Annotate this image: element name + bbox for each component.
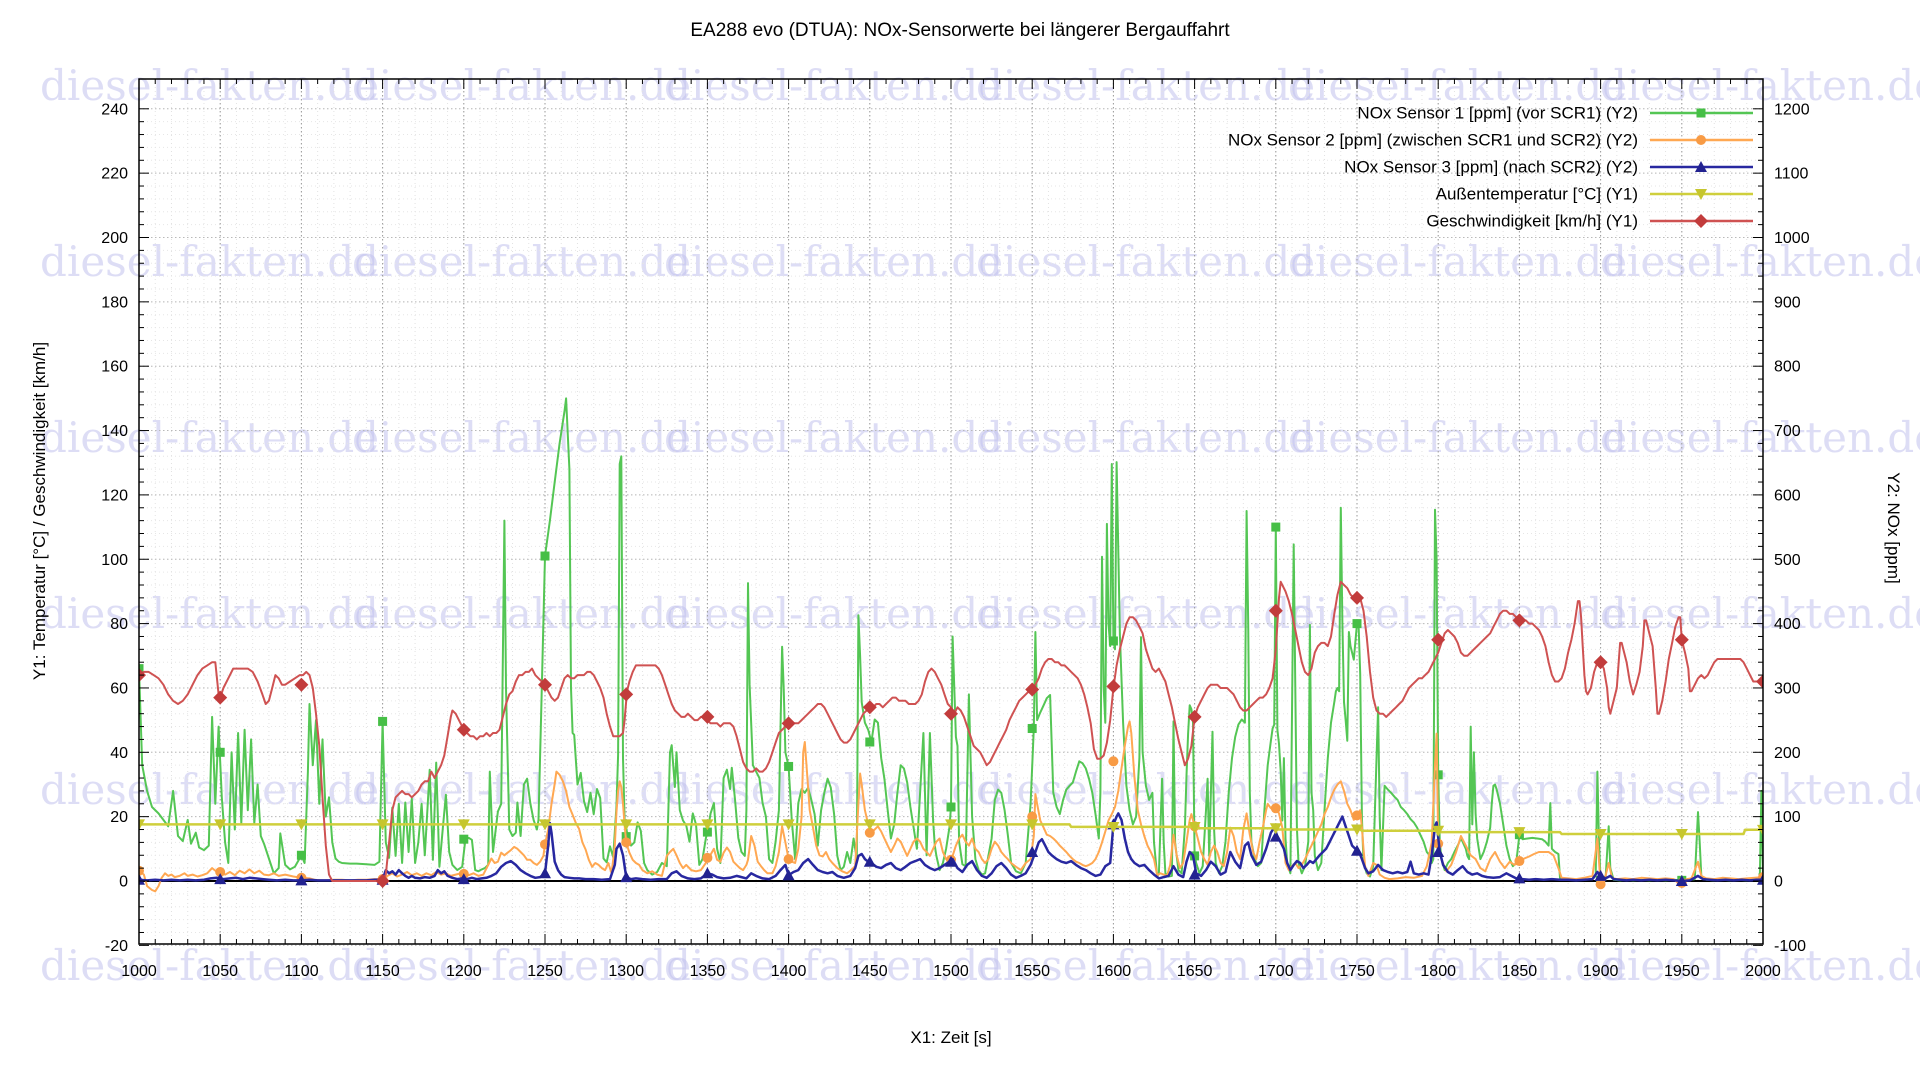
y1-tick-label: 20	[110, 809, 128, 826]
watermark-text: diesel-fakten.de	[1288, 413, 1627, 462]
legend-label-nox3: NOx Sensor 3 [ppm] (nach SCR2) (Y2)	[1344, 158, 1638, 177]
y2-tick-label: 300	[1774, 680, 1801, 697]
watermark-text: diesel-fakten.de	[40, 589, 379, 638]
legend-label-speed: Geschwindigkeit [km/h] (Y1)	[1426, 212, 1638, 231]
watermark-text: diesel-fakten.de	[1600, 413, 1920, 462]
watermark-text: diesel-fakten.de	[664, 413, 1003, 462]
x-tick-label: 1150	[365, 963, 400, 980]
y2-tick-label: 1100	[1774, 166, 1809, 183]
series-temp	[139, 819, 1763, 841]
y1-tick-label: 60	[110, 680, 128, 697]
y1-tick-label: 100	[101, 552, 128, 569]
watermark-text: diesel-fakten.de	[1600, 589, 1920, 638]
plot-border	[138, 78, 1764, 946]
tick-labels: 1000 1050 1100 1150 1200 1250 1300 1350 1400 1450…	[101, 101, 1809, 980]
watermark-text: diesel-fakten.de	[1600, 237, 1920, 286]
legend-label-nox2: NOx Sensor 2 [ppm] (zwischen SCR1 und SC…	[1228, 131, 1638, 150]
y1-axis-label: Y1: Temperatur [°C] / Geschwindigkeit [k…	[30, 341, 49, 681]
watermark-text: diesel-fakten.de	[976, 589, 1315, 638]
y1-tick-label: 80	[110, 616, 128, 633]
x-tick-label: 1300	[608, 963, 644, 980]
watermark-text: diesel-fakten.de	[352, 941, 691, 990]
watermark-text: diesel-fakten.de	[664, 61, 1003, 110]
y1-tick-label: 120	[101, 487, 128, 504]
y2-tick-label: 500	[1774, 552, 1801, 569]
watermark-text: diesel-fakten.de	[352, 237, 691, 286]
watermark-text: diesel-fakten.de	[976, 941, 1315, 990]
legend-label-temp: Außentemperatur [°C] (Y1)	[1436, 185, 1638, 204]
y1-tick-label: 160	[101, 359, 128, 376]
x-tick-label: 1100	[284, 963, 319, 980]
x-tick-label: 2000	[1745, 963, 1781, 980]
watermark-text: diesel-fakten.de	[976, 413, 1315, 462]
x-tick-label: 1700	[1258, 963, 1294, 980]
watermark-text: diesel-fakten.de	[976, 237, 1315, 286]
watermark-text: diesel-fakten.de	[1288, 237, 1627, 286]
watermark-text: diesel-fakten.de	[352, 413, 691, 462]
x-tick-label: 1050	[202, 963, 238, 980]
x-axis-label: X1: Zeit [s]	[910, 1028, 992, 1047]
y2-tick-label: 0	[1774, 874, 1783, 891]
x-tick-label: 1200	[446, 963, 482, 980]
y1-tick-label: 220	[101, 166, 128, 183]
watermark-text: diesel-fakten.de	[1600, 941, 1920, 990]
y2-tick-label: 400	[1774, 616, 1801, 633]
legend: NOx Sensor 1 [ppm] (vor SCR1) (Y2) NOx Se…	[1228, 104, 1753, 231]
x-tick-label: 1000	[121, 963, 157, 980]
x-tick-label: 1850	[1502, 963, 1538, 980]
y2-tick-label: 700	[1774, 423, 1801, 440]
watermark-text: diesel-fakten.de	[40, 941, 379, 990]
watermark-text: diesel-fakten.de	[664, 589, 1003, 638]
watermark-text: diesel-fakten.de	[1288, 61, 1627, 110]
watermark-text: diesel-fakten.de	[352, 61, 691, 110]
y2-tick-label: 200	[1774, 745, 1801, 762]
watermark-text: diesel-fakten.de	[40, 237, 379, 286]
watermark-text: diesel-fakten.de	[1600, 61, 1920, 110]
watermark-text: diesel-fakten.de	[352, 589, 691, 638]
watermark-text: diesel-fakten.de	[1600, 765, 1920, 814]
chart-title: EA288 evo (DTUA): NOx-Sensorwerte bei lä…	[690, 20, 1230, 41]
x-tick-label: 1650	[1177, 963, 1213, 980]
x-tick-label: 1600	[1096, 963, 1132, 980]
y2-tick-label: 900	[1774, 294, 1801, 311]
y2-tick-label: 1200	[1774, 101, 1810, 118]
y2-tick-label: 600	[1774, 487, 1801, 504]
watermark-text: diesel-fakten.de	[1288, 589, 1627, 638]
y2-tick-label: 800	[1774, 359, 1801, 376]
watermark-text: diesel-fakten.de	[664, 941, 1003, 990]
y1-tick-label: 200	[101, 230, 128, 247]
watermark-text: diesel-fakten.de	[40, 61, 379, 110]
series-speed	[139, 580, 1763, 888]
y1-tick-label: 140	[101, 423, 128, 440]
x-tick-label: 1350	[690, 963, 726, 980]
x-tick-label: 1400	[771, 963, 807, 980]
watermark-layer: diesel-fakten.dediesel-fakten.dediesel-f…	[40, 61, 1920, 990]
y1-tick-label: -20	[105, 938, 128, 955]
x-tick-label: 1900	[1583, 963, 1619, 980]
watermark-text: diesel-fakten.de	[1288, 941, 1627, 990]
watermark-text: diesel-fakten.de	[976, 61, 1315, 110]
x-tick-label: 1750	[1339, 963, 1375, 980]
watermark-text: diesel-fakten.de	[1288, 765, 1627, 814]
legend-label-nox1: NOx Sensor 1 [ppm] (vor SCR1) (Y2)	[1357, 104, 1638, 123]
y1-tick-label: 0	[119, 874, 128, 891]
x-tick-label: 1450	[852, 963, 888, 980]
x-tick-label: 1250	[527, 963, 563, 980]
watermark-text: diesel-fakten.de	[40, 413, 379, 462]
y2-tick-label: -100	[1774, 938, 1806, 955]
x-tick-label: 1950	[1664, 963, 1700, 980]
x-tick-label: 1800	[1420, 963, 1456, 980]
y2-tick-label: 1000	[1774, 230, 1810, 247]
x-tick-label: 1550	[1014, 963, 1050, 980]
y1-tick-label: 180	[101, 294, 128, 311]
y2-axis-label: Y2: NOx [ppm]	[1884, 472, 1903, 584]
x-tick-label: 1500	[933, 963, 969, 980]
watermark-text: diesel-fakten.de	[664, 237, 1003, 286]
y1-tick-label: 40	[110, 745, 128, 762]
y1-tick-label: 240	[101, 101, 128, 118]
y2-tick-label: 100	[1774, 809, 1801, 826]
